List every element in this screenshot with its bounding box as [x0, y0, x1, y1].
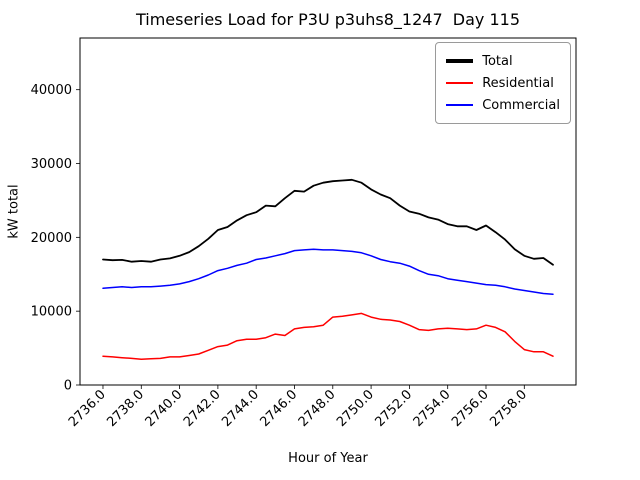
- x-tick-label: 2738.0: [104, 387, 147, 430]
- y-tick-label: 30000: [31, 157, 72, 172]
- x-tick-label: 2752.0: [372, 387, 415, 430]
- y-axis-label: kW total: [6, 184, 22, 239]
- x-tick-label: 2746.0: [258, 387, 301, 430]
- legend-label-total: Total: [482, 53, 513, 69]
- legend-label-commercial: Commercial: [482, 97, 560, 113]
- x-tick-label: 2744.0: [219, 387, 262, 430]
- x-tick-label: 2736.0: [66, 387, 109, 430]
- legend-entry-total: Total: [446, 50, 560, 72]
- y-tick-label: 0: [64, 379, 72, 394]
- legend-entry-residential: Residential: [446, 72, 560, 94]
- x-tick-label: 2754.0: [411, 387, 454, 430]
- x-tick-label: 2750.0: [334, 387, 377, 430]
- legend-line-total-icon: [446, 59, 474, 63]
- y-tick-label: 10000: [31, 305, 72, 320]
- y-tick-label: 20000: [31, 231, 72, 246]
- chart-title: Timeseries Load for P3U p3uhs8_1247 Day …: [135, 10, 521, 29]
- y-tick-label: 40000: [31, 83, 72, 98]
- legend-label-residential: Residential: [482, 75, 554, 91]
- legend-line-residential-icon: [446, 82, 474, 84]
- x-tick-label: 2758.0: [487, 387, 530, 430]
- plot-line-residential: [102, 312, 554, 360]
- plot-line-total: [102, 178, 554, 266]
- legend-entry-commercial: Commercial: [446, 94, 560, 116]
- x-tick-label: 2748.0: [296, 387, 339, 430]
- x-axis-label: Hour of Year: [288, 451, 368, 466]
- x-tick-label: 2742.0: [181, 387, 224, 430]
- x-tick-label: 2740.0: [143, 387, 186, 430]
- legend-line-commercial-icon: [446, 104, 474, 106]
- plot-line-commercial: [102, 248, 554, 295]
- x-tick-label: 2756.0: [449, 387, 492, 430]
- legend: Total Residential Commercial: [435, 42, 571, 124]
